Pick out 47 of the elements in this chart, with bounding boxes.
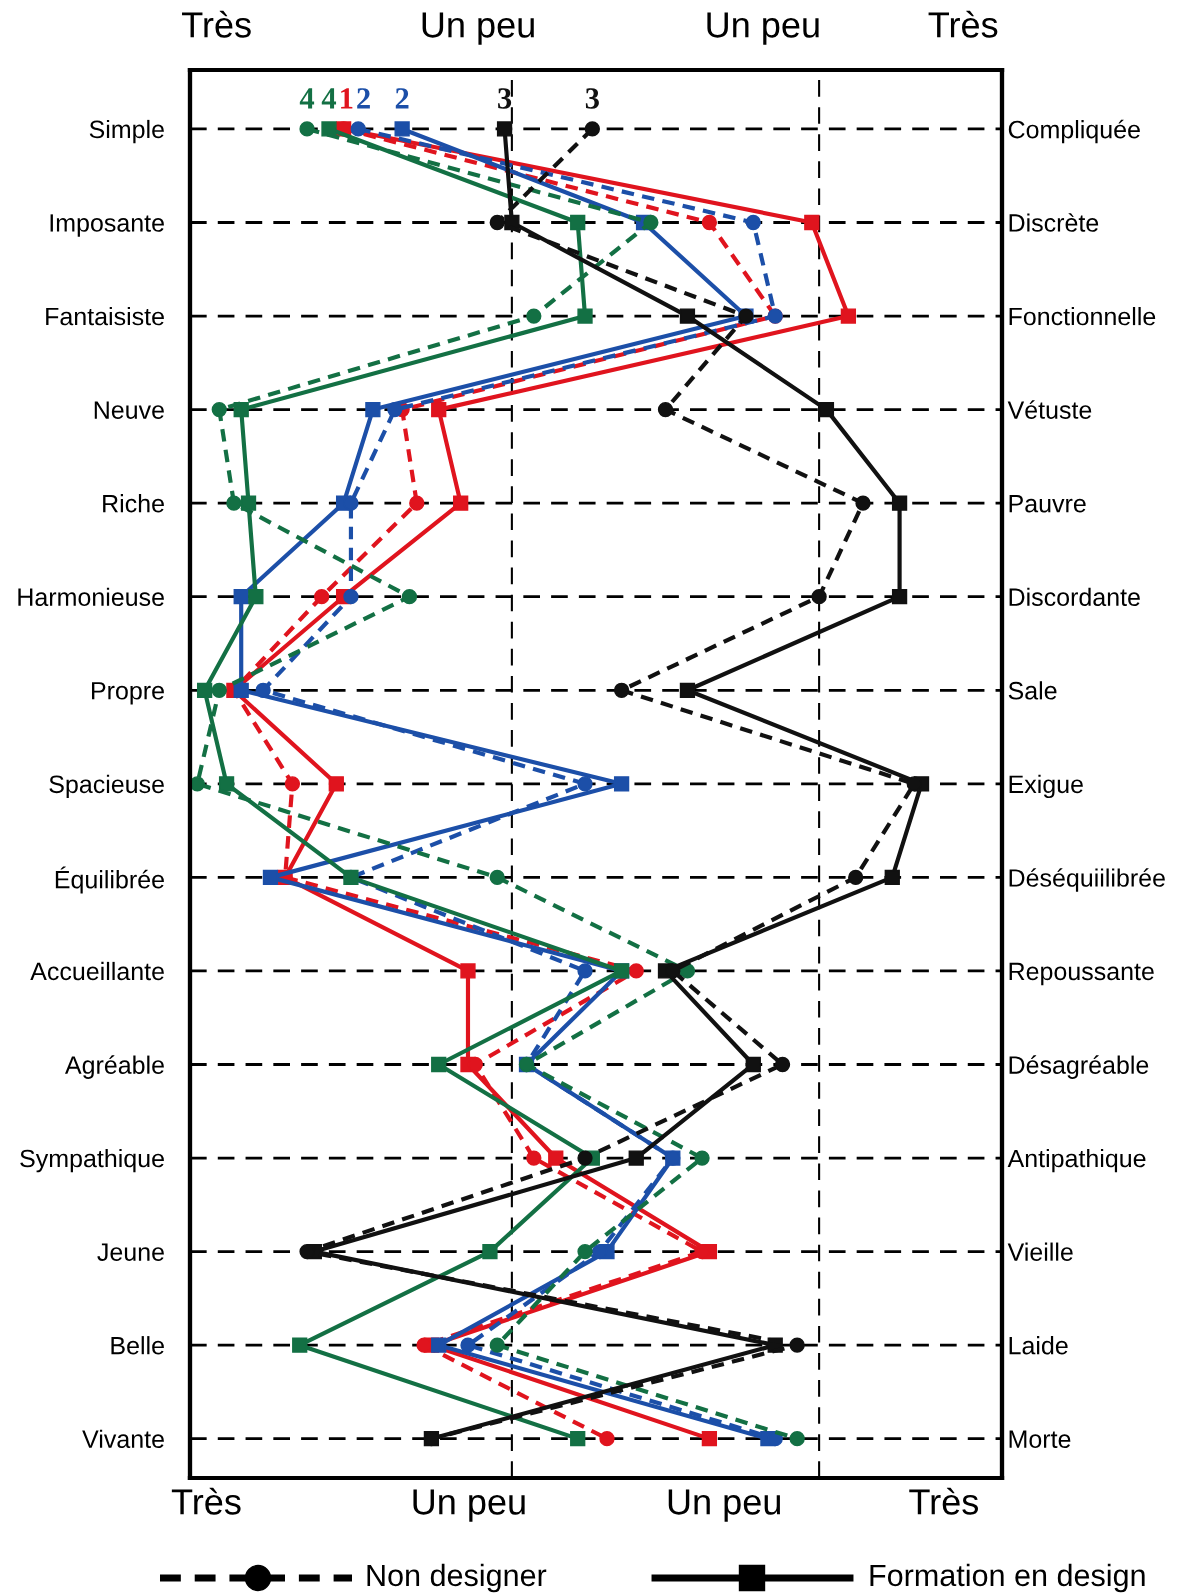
text: Non designer [367, 1563, 547, 1593]
y-tick-label: Accueillante [30, 961, 164, 981]
text: Un peu [707, 12, 819, 45]
y2-tick-label: Désagréable [1009, 1055, 1149, 1079]
y2-tick-label: Antipathique [1007, 1148, 1146, 1173]
y2-tick-label: Compliquée [1008, 119, 1140, 144]
y-tick-label: Imposante [50, 214, 164, 237]
y-tick-label: Simple [89, 119, 164, 144]
series-label: 1 [341, 88, 353, 109]
text: Formation en design [870, 1563, 1145, 1593]
text: Un peu [422, 12, 534, 45]
series-label: 3 [498, 88, 512, 109]
series-label: 3 [585, 88, 599, 109]
y2-tick-label: Vieille [1007, 1242, 1073, 1261]
y-tick-label: Équilibrée [55, 866, 164, 894]
text: Très [182, 10, 251, 38]
y2-tick-label: Repoussante [1009, 962, 1154, 986]
text: Très [928, 10, 998, 38]
text: Un peu [668, 1489, 781, 1522]
y-tick-label: Spacieuse [49, 774, 164, 799]
y2-tick-label: Sale [1008, 681, 1057, 700]
y2-tick-label: Pauvre [1009, 495, 1086, 513]
text: Très [909, 1487, 979, 1515]
series-label: 2 [395, 88, 409, 109]
y-tick-label: Sympathique [20, 1148, 164, 1173]
y2-tick-label: Morte [1009, 1430, 1071, 1449]
text: Un peu [413, 1489, 525, 1522]
series-label: 4 [321, 88, 337, 109]
y-tick-label: Fantaisiste [46, 306, 164, 326]
y2-tick-label: Déséquiilibrée [1009, 868, 1165, 892]
series-label: 4 [299, 88, 315, 109]
y2-tick-label: Laide [1009, 1336, 1068, 1355]
y-tick-label: Jeune [97, 1243, 164, 1261]
y-tick-label: Agréable [64, 1055, 164, 1079]
y-tick-label: Vivante [82, 1429, 164, 1449]
y2-tick-label: Exigue [1009, 774, 1083, 799]
y-tick-label: Propre [92, 682, 164, 705]
y2-tick-label: Discordante [1009, 587, 1140, 607]
y2-tick-label: Vétuste [1007, 400, 1092, 419]
y2-tick-label: Discrète [1009, 213, 1099, 232]
y-tick-label: Riche [103, 494, 164, 513]
y2-tick-label: Fonctionnelle [1009, 306, 1156, 326]
y-tick-label: Belle [111, 1336, 164, 1355]
series-label: 2 [357, 88, 370, 109]
y-tick-label: Harmonieuse [18, 587, 164, 607]
y-tick-label: Neuve [94, 401, 164, 419]
text: Très [171, 1487, 241, 1515]
